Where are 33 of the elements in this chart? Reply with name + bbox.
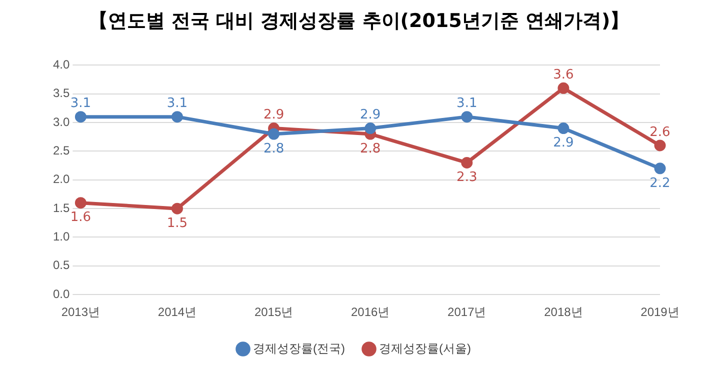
data-label: 2.8	[360, 141, 381, 156]
data-label: 2.3	[456, 170, 478, 186]
data-label: 2.8	[263, 141, 284, 156]
legend-label: 경제성장률(전국)	[253, 341, 346, 356]
y-tick-label: 0.0	[52, 286, 70, 301]
chart-title: 【연도별 전국 대비 경제성장률 추이(2015년기준 연쇄가격)】	[88, 9, 630, 34]
data-label: 2.6	[650, 124, 670, 140]
data-label: 1.5	[166, 216, 188, 231]
data-label: 2.9	[360, 108, 381, 123]
data-label: 3.6	[553, 68, 574, 83]
y-tick-label: 1.5	[52, 200, 70, 215]
data-label: 2.2	[650, 176, 670, 191]
x-tick-label: 2015년	[254, 305, 294, 320]
data-label: 3.1	[456, 96, 478, 112]
y-tick-label: 4.0	[52, 58, 70, 72]
y-tick-label: 3.5	[52, 86, 70, 100]
data-label: 1.6	[70, 210, 92, 226]
y-tick-label: 1.0	[52, 230, 70, 244]
x-tick-label: 2014년	[158, 305, 197, 320]
data-label: 2.9	[553, 136, 574, 151]
x-tick-label: 2013년	[61, 305, 100, 320]
y-tick-label: 2.0	[52, 172, 70, 186]
x-tick-label: 2016년	[350, 305, 390, 320]
x-tick-label: 2019년	[640, 305, 680, 320]
x-tick-label: 2017년	[448, 305, 486, 320]
y-tick-label: 2.5	[52, 144, 70, 158]
y-tick-label: 3.0	[52, 114, 70, 129]
legend-label: 경제성장률(서울)	[379, 341, 471, 356]
data-label: 2.9	[263, 108, 284, 123]
x-tick-label: 2018년	[544, 305, 583, 320]
data-label: 3.1	[166, 96, 188, 112]
data-label: 3.1	[70, 96, 92, 112]
y-tick-label: 0.5	[52, 258, 70, 272]
